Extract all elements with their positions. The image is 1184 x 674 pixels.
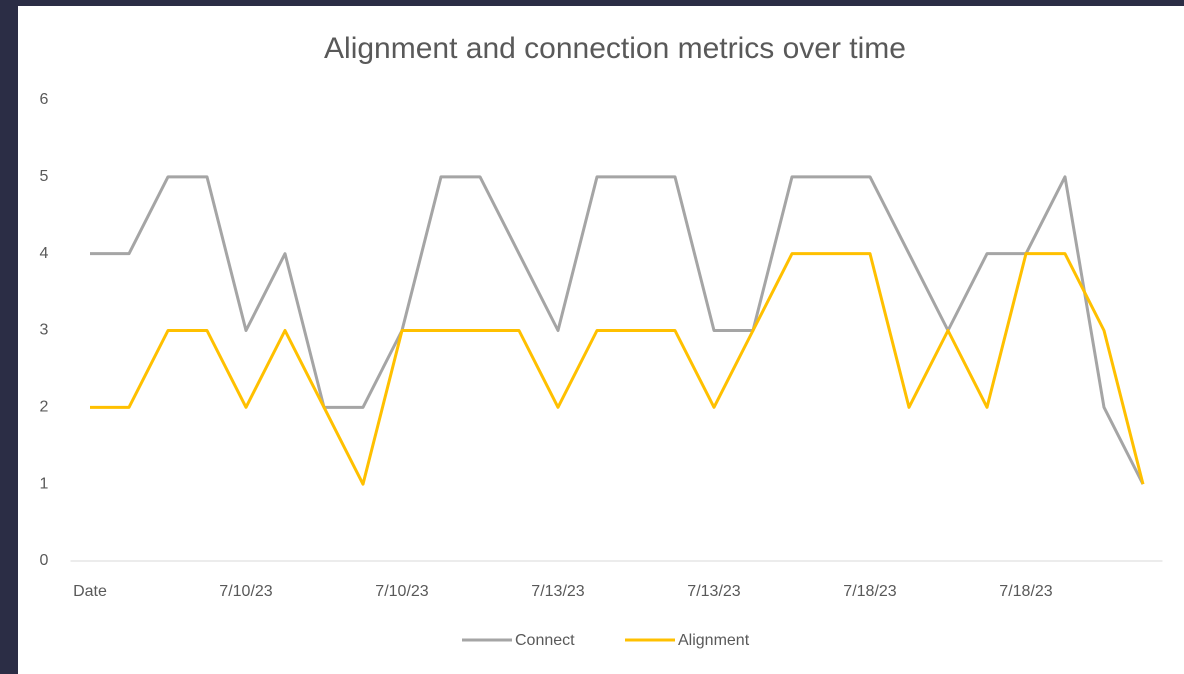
- chart-background: [18, 6, 1184, 674]
- x-tick-label: 7/18/23: [999, 583, 1052, 600]
- y-tick-label: 2: [40, 399, 49, 416]
- y-tick-label: 5: [40, 168, 49, 185]
- x-tick-label: Date: [73, 583, 107, 600]
- y-tick-label: 4: [40, 245, 49, 262]
- chart-title: Alignment and connection metrics over ti…: [324, 32, 906, 65]
- x-tick-label: 7/10/23: [375, 583, 428, 600]
- y-tick-label: 3: [40, 322, 49, 339]
- legend-label: Connect: [515, 632, 575, 649]
- legend-label: Alignment: [678, 632, 750, 649]
- y-tick-label: 1: [40, 475, 49, 492]
- x-tick-label: 7/18/23: [843, 583, 896, 600]
- y-tick-label: 0: [40, 552, 49, 569]
- x-tick-label: 7/13/23: [531, 583, 584, 600]
- x-tick-label: 7/13/23: [687, 583, 740, 600]
- y-tick-label: 6: [40, 91, 49, 108]
- series-line: [90, 252, 1145, 486]
- series-line: [90, 175, 1145, 485]
- x-tick-label: 7/10/23: [219, 583, 272, 600]
